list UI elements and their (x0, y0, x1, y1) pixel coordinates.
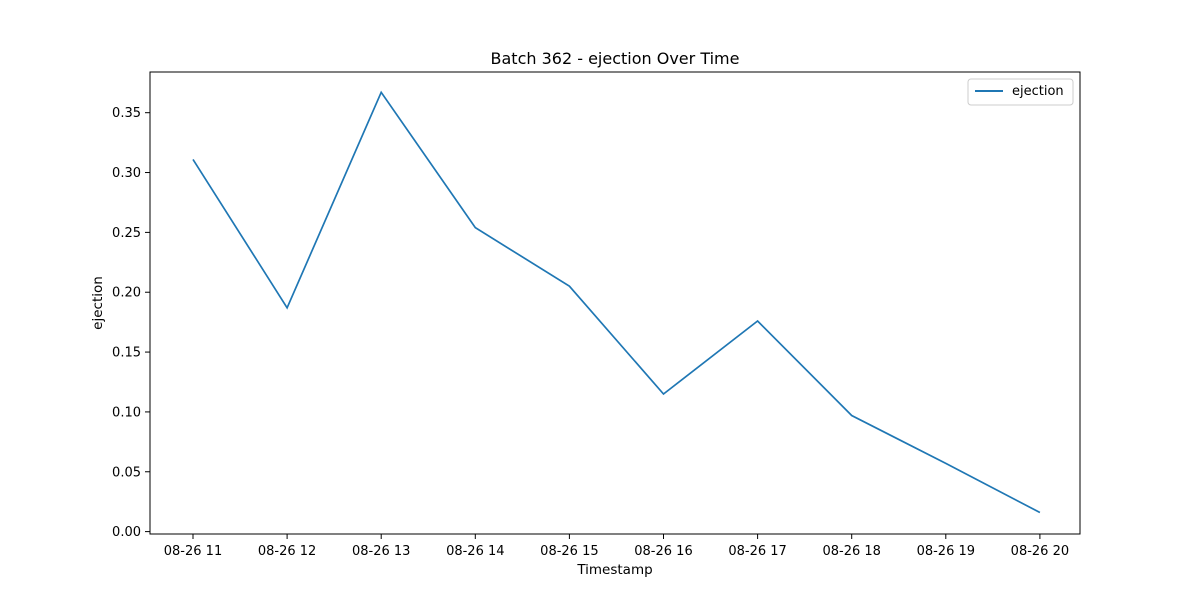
legend: ejection (967, 78, 1074, 106)
series-line-ejection (192, 90, 1041, 514)
x-axis-label: Timestamp (576, 562, 652, 578)
y-tick-label: 0.05 (112, 465, 141, 480)
x-tick-label: 08-26 11 (164, 544, 222, 559)
x-tick-label: 08-26 20 (1011, 544, 1069, 559)
y-tick-label: 0.10 (112, 405, 141, 420)
y-tick-label: 0.25 (112, 226, 141, 241)
x-tick-label: 08-26 16 (634, 544, 692, 559)
x-tick-label: 08-26 17 (728, 544, 786, 559)
y-tick-label: 0.30 (112, 166, 141, 181)
x-tick-label: 08-26 15 (540, 544, 598, 559)
y-tick-label: 0.20 (112, 286, 141, 301)
chart-title: Batch 362 - ejection Over Time (491, 49, 740, 68)
legend-label-ejection: ejection (1012, 84, 1064, 99)
plot-area-frame (149, 71, 1081, 535)
x-tick-label: 08-26 18 (822, 544, 880, 559)
series-layer (192, 90, 1041, 514)
x-tick-label: 08-26 12 (258, 544, 316, 559)
y-axis: 0.00 0.05 0.10 0.15 0.20 0.25 0.30 0.35 (112, 106, 150, 540)
y-tick-label: 0.35 (112, 106, 141, 121)
x-tick-label: 08-26 13 (352, 544, 410, 559)
y-tick-label: 0.15 (112, 346, 141, 361)
x-tick-label: 08-26 14 (446, 544, 504, 559)
x-tick-label: 08-26 19 (917, 544, 975, 559)
x-axis: 08-26 11 08-26 12 08-26 13 08-26 14 08-26 15… (164, 534, 1069, 559)
y-tick-label: 0.00 (112, 525, 141, 540)
y-axis-label: ejection (90, 276, 106, 330)
legend-box (967, 78, 1074, 106)
